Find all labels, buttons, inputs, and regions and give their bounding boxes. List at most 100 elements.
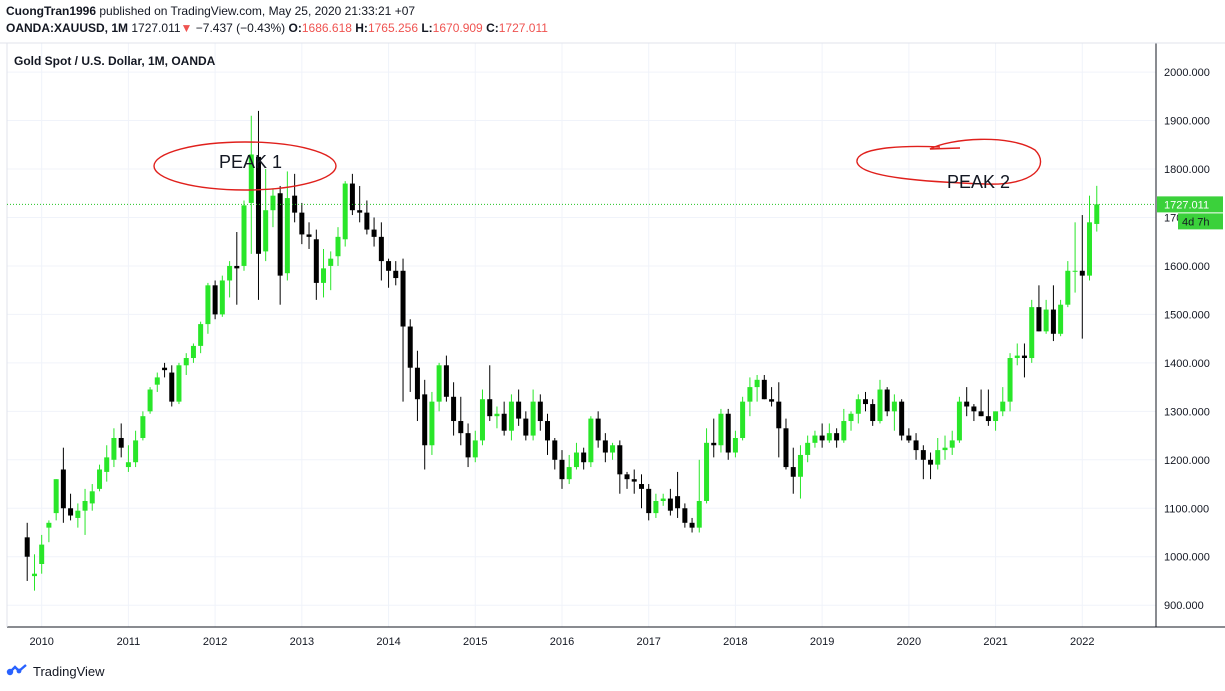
candle (205, 282, 211, 334)
candle-body (819, 435, 825, 441)
candle (299, 202, 305, 245)
candle (494, 406, 500, 429)
candle (60, 447, 66, 523)
candle (82, 488, 88, 535)
candle-body (1036, 307, 1042, 332)
candle-body (335, 236, 341, 257)
candle (595, 411, 601, 448)
candle (1036, 285, 1042, 332)
candle-body (104, 457, 110, 472)
candle-body (60, 469, 66, 509)
candle-body (906, 435, 912, 441)
candle-body (617, 445, 623, 475)
open-label: O: (288, 21, 302, 35)
candle-body (812, 435, 818, 443)
candle-body (805, 442, 811, 455)
candle (357, 185, 363, 223)
candle-body (458, 421, 464, 434)
candle (1021, 343, 1027, 378)
candle-body (537, 401, 543, 422)
candle-body (545, 421, 551, 441)
candle (75, 503, 81, 528)
candle-body (928, 459, 934, 465)
candle (277, 185, 283, 305)
candle (407, 319, 413, 392)
candle (169, 365, 175, 407)
x-tick-label: 2018 (723, 636, 747, 648)
candle-body (624, 474, 630, 480)
candle-body (487, 399, 493, 417)
candle (335, 227, 341, 266)
candle-body (53, 479, 59, 514)
candle (1029, 299, 1035, 363)
x-tick-label: 2021 (983, 636, 1007, 648)
candle-body (559, 459, 565, 480)
candle (472, 430, 478, 463)
candle (241, 200, 247, 271)
candle (1014, 343, 1020, 366)
candles (24, 110, 1100, 591)
candle (870, 399, 876, 426)
candle-body (740, 401, 746, 438)
candle-body (913, 440, 919, 451)
candle (255, 110, 261, 300)
candle-body (443, 365, 449, 397)
candle (501, 401, 507, 436)
candle (725, 408, 731, 460)
publish-info: published on TradingView.com, May 25, 20… (99, 4, 416, 18)
candle (971, 404, 977, 422)
candle-body (1043, 309, 1049, 332)
author-name[interactable]: CuongTran1996 (6, 4, 97, 18)
candle (227, 261, 233, 298)
candle (667, 488, 673, 516)
peak-2-ellipse (856, 138, 1042, 185)
candle-body (24, 537, 30, 557)
candle (371, 217, 377, 247)
brand-name[interactable]: TradingView (33, 663, 105, 679)
candle-body (451, 396, 457, 422)
candle (24, 522, 30, 581)
low-value: 1670.909 (432, 21, 483, 35)
candle (848, 411, 854, 431)
candle-body (826, 433, 832, 441)
candle (711, 418, 717, 458)
candle (964, 387, 970, 417)
candle (349, 173, 355, 216)
x-tick-label: 2019 (810, 636, 834, 648)
candle-body (884, 389, 890, 412)
candle (660, 493, 666, 506)
candle-body (284, 198, 290, 274)
candle (39, 534, 45, 574)
candle (797, 445, 803, 499)
x-tick-label: 2010 (29, 636, 53, 648)
candle (834, 428, 840, 448)
candle-body (523, 418, 529, 436)
candle-body (147, 389, 153, 412)
candle-body (964, 401, 970, 407)
tradingview-logo-icon[interactable] (6, 663, 28, 679)
candle-body (1094, 204, 1100, 224)
candle (219, 275, 225, 317)
candle (588, 416, 594, 468)
candle-body (718, 413, 724, 446)
candle (111, 428, 117, 468)
candle-body (1050, 309, 1056, 334)
candle-body (877, 389, 883, 422)
candle (545, 413, 551, 455)
candle-body (357, 210, 363, 213)
candle-body (169, 372, 175, 402)
candle (530, 389, 536, 441)
candle (183, 353, 189, 375)
candle (581, 447, 587, 470)
candle (53, 479, 59, 521)
candle (841, 408, 847, 443)
candle-body (386, 261, 392, 271)
y-tick-label: 1600.000 (1164, 261, 1210, 273)
candle-body (862, 399, 868, 405)
down-arrow-icon: ▼ (180, 21, 193, 35)
peak-1-label: PEAK 1 (219, 152, 282, 172)
candle (993, 411, 999, 431)
candle-body (205, 285, 211, 325)
candle-body (393, 270, 399, 279)
